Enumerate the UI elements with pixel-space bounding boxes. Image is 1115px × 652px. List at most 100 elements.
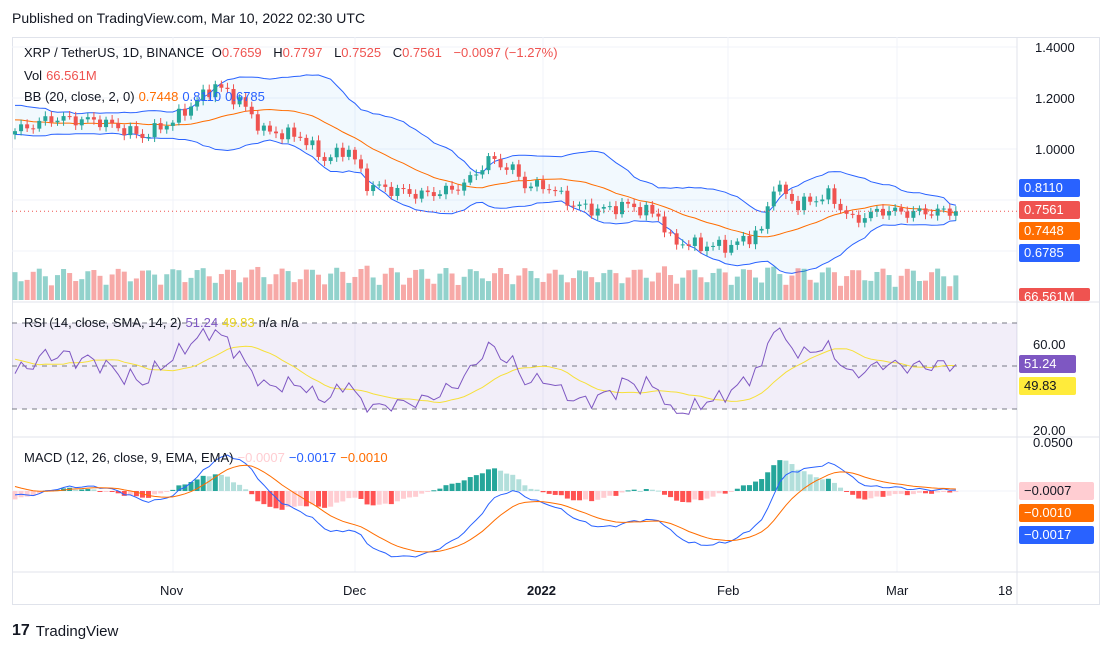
macd-histogram-bar [759,479,765,491]
candle-body [771,191,776,207]
macd-histogram-bar [407,491,413,498]
candle-body [152,123,157,137]
candle-body [492,156,497,159]
time-tick: Feb [717,583,740,598]
volume-bar [152,274,158,300]
volume-bar [844,276,850,300]
candle-body [589,203,594,216]
candle-body [783,184,788,194]
candle-body [516,164,521,177]
low-label: L [334,45,342,60]
macd-histogram-bar [795,469,801,491]
candle-body [535,180,540,187]
macd-histogram-bar [825,478,831,491]
macd-histogram-bar [570,491,576,501]
macd-histogram-bar [261,491,267,505]
volume-bar [619,283,625,300]
candle-body [128,126,133,136]
candle-body [110,119,115,124]
candle-body [789,193,794,201]
macd-histogram-bar [164,491,170,492]
volume-bar [115,268,121,300]
volume-bar [947,286,953,300]
macd-histogram-bar [613,491,619,496]
time-tick: Dec [343,583,367,598]
macd-histogram-bar [437,488,443,491]
candle-body [55,120,60,123]
volume-bar [449,273,455,300]
volume-bar [285,271,291,300]
macd-histogram-bar [285,491,291,508]
macd-histogram-bar [413,491,419,497]
price-tick: 1.0000 [1035,142,1075,157]
candle-body [431,192,436,197]
candle-body [170,122,175,126]
volume-bar [322,284,328,300]
candle-body [856,214,861,223]
chart-frame[interactable] [12,37,1100,605]
candle-body [504,167,509,170]
candle-body [201,89,206,101]
macd-line [14,454,956,558]
bb-lower-tag: 0.6785 [1019,244,1080,262]
rsi-tag: 51.24 [1019,355,1076,373]
volume-bar [564,282,570,300]
macd-histogram-bar [941,491,947,492]
macd-histogram-bar [601,491,607,498]
macd-histogram-bar [558,491,564,496]
macd-histogram-bar [297,491,303,506]
volume-bar [631,269,637,300]
candle-body [377,184,382,186]
candle-body [571,205,576,207]
macd-histogram-bar [929,491,935,494]
volume-bar [831,272,837,300]
bb-legend: BB (20, close, 2, 0) 0.7448 0.8110 0.6785 [24,89,269,104]
macd-histogram-bar [224,476,230,491]
macd-histogram-bar [722,491,728,494]
macd-histogram-bar [771,465,777,491]
low-value: 0.7525 [341,45,382,60]
macd-histogram-bar [358,491,364,499]
candle-body [802,196,807,211]
macd-histogram-bar [237,484,243,491]
volume-bar [67,273,73,300]
volume-bar [340,271,346,300]
volume-bar [18,281,24,300]
volume-bar [710,272,716,300]
volume-bar [376,284,382,300]
macd-histogram-bar [916,491,922,493]
candle-body [195,100,200,107]
volume-bar [722,272,728,300]
macd-histogram-bar [133,491,139,497]
candle-body [601,206,606,209]
volume-bar [540,281,546,300]
volume-bar [54,275,60,300]
macd-histogram-bar [528,488,534,491]
rsi-legend: RSI (14, close, SMA, 14, 2) 51.24 49.83 n/a… [24,315,303,330]
volume-bar [170,269,176,300]
volume-bar [819,272,825,300]
volume-bar [504,274,510,300]
macd-histogram-bar [953,491,959,493]
tv-logo-icon: 17 [12,622,30,639]
volume-bar [443,268,449,300]
volume-bar [109,274,115,300]
candle-body [486,156,491,171]
volume-bar [413,269,419,300]
volume-bar [601,273,607,300]
macd-histogram-bar [540,491,546,493]
macd-histogram-bar [813,477,819,491]
volume-bar [158,284,164,300]
price-tick: 1.4000 [1035,40,1075,55]
candle-body [328,157,333,161]
macd-signal-tag: −0.0010 [1019,504,1094,522]
candle-body [91,117,96,120]
candle-body [862,218,867,223]
volume-bar [400,284,406,300]
macd-histogram-bar [643,489,649,491]
macd-histogram-bar [753,481,759,491]
tradingview-logo[interactable]: 17 TradingView [12,622,118,640]
candle-body [808,196,813,202]
volume-bar [407,277,413,300]
